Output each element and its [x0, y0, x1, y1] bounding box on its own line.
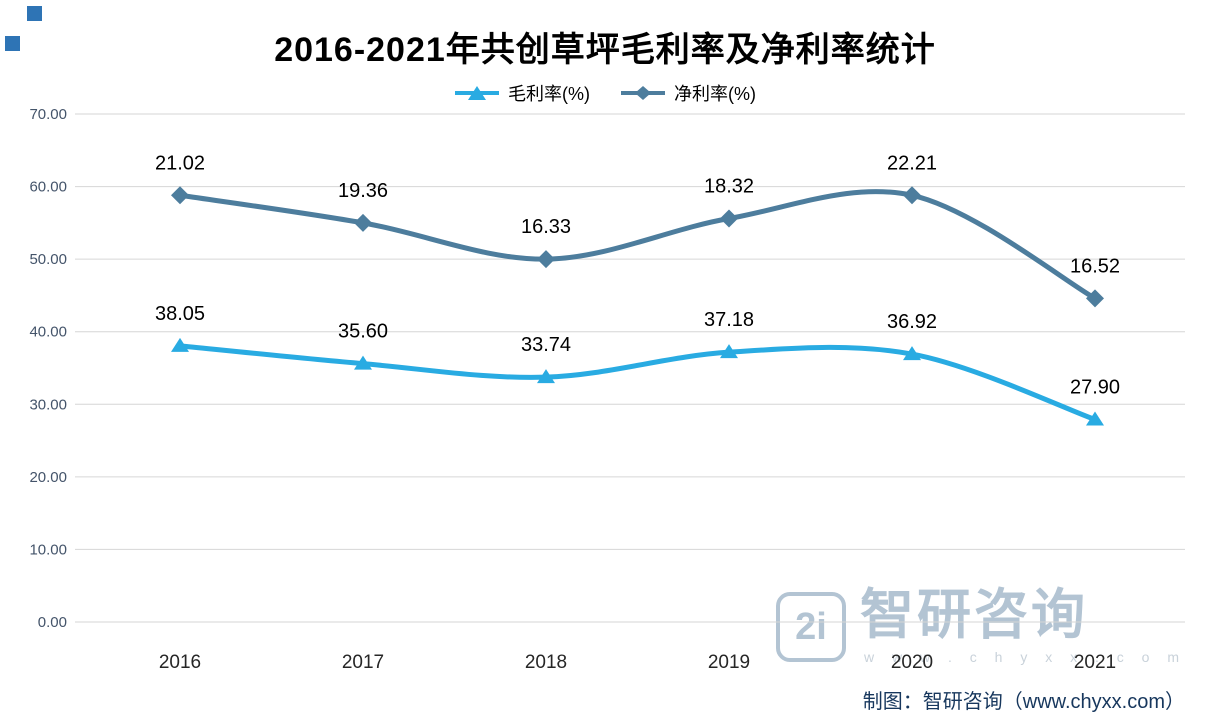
legend-label: 净利率(%)	[674, 84, 756, 104]
watermark-text: 智研咨询 w w w . c h y x x . c o m	[859, 585, 1186, 666]
data-point-marker	[537, 250, 555, 269]
chart-title: 2016-2021年共创草坪毛利率及净利率统计	[274, 31, 936, 69]
y-axis-tick-label: 50.00	[29, 251, 67, 268]
x-axis-label: 2019	[708, 652, 750, 673]
data-point-marker	[720, 344, 738, 359]
data-label: 33.74	[521, 334, 571, 356]
series-line-0	[177, 343, 1098, 423]
data-label: 21.02	[155, 152, 205, 174]
data-label: 19.36	[338, 180, 388, 202]
data-point-marker	[171, 186, 189, 205]
brand-logo-icon: 2i	[775, 592, 846, 662]
x-axis-label: 2018	[525, 652, 567, 673]
y-axis-tick-label: 10.00	[29, 541, 67, 558]
x-axis-label: 2021	[1074, 652, 1116, 673]
x-axis-label: 2020	[891, 652, 933, 673]
watermark-brand: 智研咨询	[859, 585, 1088, 645]
data-point-marker	[537, 369, 555, 384]
y-axis-tick-label: 60.00	[29, 179, 67, 196]
decor-square-top	[27, 6, 42, 21]
data-label: 36.92	[887, 311, 937, 333]
y-axis-tick-label: 0.00	[38, 614, 67, 631]
watermark: 2i 智研咨询 w w w . c h y x x . c o m	[775, 585, 1186, 666]
data-point-marker	[1086, 411, 1104, 426]
legend-item-0: 毛利率(%)	[454, 80, 590, 106]
chart-legend: 毛利率(%) 净利率(%)	[0, 80, 1210, 106]
y-axis-tick-label: 30.00	[29, 396, 67, 413]
y-axis-tick-label: 20.00	[29, 469, 67, 486]
brand-logo-glyph: 2i	[795, 605, 827, 648]
data-point-marker	[903, 346, 921, 361]
legend-label: 毛利率(%)	[508, 84, 590, 104]
watermark-url: w w w . c h y x x . c o m	[863, 649, 1186, 666]
data-point-marker	[720, 209, 738, 228]
data-point-marker	[1086, 289, 1104, 308]
legend-item-1: 净利率(%)	[620, 80, 756, 106]
data-label: 35.60	[338, 321, 388, 343]
data-label: 38.05	[155, 303, 205, 325]
legend-marker-icon	[621, 86, 665, 100]
x-axis-label: 2016	[159, 652, 201, 673]
data-label: 18.32	[704, 176, 754, 198]
data-label: 37.18	[704, 309, 754, 331]
series-line-1	[177, 189, 1098, 301]
y-axis-tick-label: 70.00	[29, 106, 67, 123]
data-label: 22.21	[887, 152, 937, 174]
data-point-marker	[354, 355, 372, 370]
credit-line: 制图：智研咨询（www.chyxx.com）	[862, 691, 1185, 713]
data-label: 16.33	[521, 216, 571, 238]
data-label: 27.90	[1070, 377, 1120, 399]
x-axis-label: 2017	[342, 652, 384, 673]
decor-square-left	[5, 36, 20, 51]
y-axis-tick-label: 40.00	[29, 324, 67, 341]
data-point-marker	[354, 213, 372, 232]
data-point-marker	[903, 186, 921, 205]
legend-marker-icon	[455, 86, 499, 100]
data-label: 16.52	[1070, 255, 1120, 277]
data-point-marker	[171, 337, 189, 352]
